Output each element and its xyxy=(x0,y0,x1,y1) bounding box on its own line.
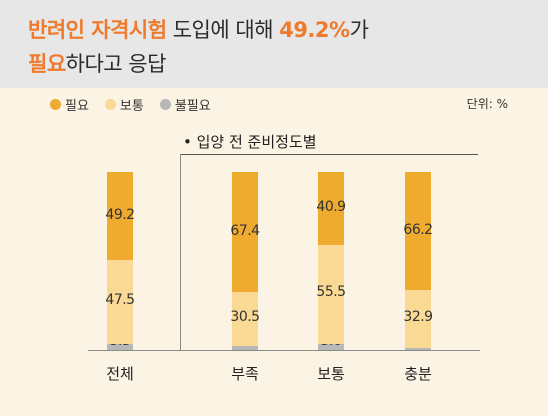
data-label: 30.5 xyxy=(230,308,260,325)
headline-text-end: 가 xyxy=(349,18,369,42)
bar-segment xyxy=(405,171,431,290)
bar-segment xyxy=(405,348,431,350)
unit-label: 단위: % xyxy=(466,97,508,111)
bar-segment xyxy=(318,244,344,344)
bar-segment xyxy=(232,171,258,292)
legend-dot-neutral xyxy=(104,98,116,110)
bar-segment xyxy=(318,343,344,350)
legend-dot-unneeded xyxy=(159,98,171,110)
bar-segment xyxy=(318,172,344,245)
legend-item-unneeded: 불필요 xyxy=(159,95,211,114)
headline-percent: 49.2% xyxy=(279,18,350,42)
category-label: 보통 xyxy=(317,365,345,383)
data-label: 55.5 xyxy=(316,284,346,301)
category-label: 전체 xyxy=(106,365,134,383)
legend-label-unneeded: 불필요 xyxy=(174,98,211,114)
header-banner: 반려인 자격시험 도입에 대해 49.2%가 필요하다고 응답 xyxy=(0,0,548,88)
legend-dot-need xyxy=(50,98,61,110)
headline-line-1: 반려인 자격시험 도입에 대해 49.2%가 xyxy=(28,14,369,44)
group-divider xyxy=(180,154,181,350)
bar-segment xyxy=(232,346,258,350)
bar-segment xyxy=(232,291,258,347)
data-label: 47.5 xyxy=(105,291,135,308)
bar-segment xyxy=(107,344,133,350)
data-label: 67.4 xyxy=(230,222,260,239)
headline-text: 도입에 대해 xyxy=(166,18,280,42)
legend-item-neutral: 보통 xyxy=(104,95,144,114)
data-label: 49.2 xyxy=(105,206,135,223)
bar-segment xyxy=(107,259,133,345)
legend-label-neutral: 보통 xyxy=(119,98,144,114)
bar-segment xyxy=(107,172,133,260)
category-label: 충분 xyxy=(404,365,432,383)
headline-highlight: 반려인 자격시험 xyxy=(28,18,167,42)
data-label: 32.9 xyxy=(403,308,433,325)
legend: 필요 보통 불필요 xyxy=(50,93,211,115)
data-label: 66.2 xyxy=(403,221,433,238)
category-label: 부족 xyxy=(231,365,259,383)
legend-label-need: 필요 xyxy=(65,98,89,114)
bar-segment xyxy=(405,289,431,349)
group-subtitle: • 입양 전 준비정도별 xyxy=(183,133,317,151)
headline-highlight-2: 필요 xyxy=(28,52,66,76)
legend-item-need: 필요 xyxy=(50,95,89,114)
data-label: 40.9 xyxy=(316,199,346,216)
headline-text-2: 하다고 응답 xyxy=(65,52,167,76)
headline-line-2: 필요하다고 응답 xyxy=(28,48,166,78)
baseline xyxy=(88,350,480,351)
subtitle-rule xyxy=(180,154,478,155)
